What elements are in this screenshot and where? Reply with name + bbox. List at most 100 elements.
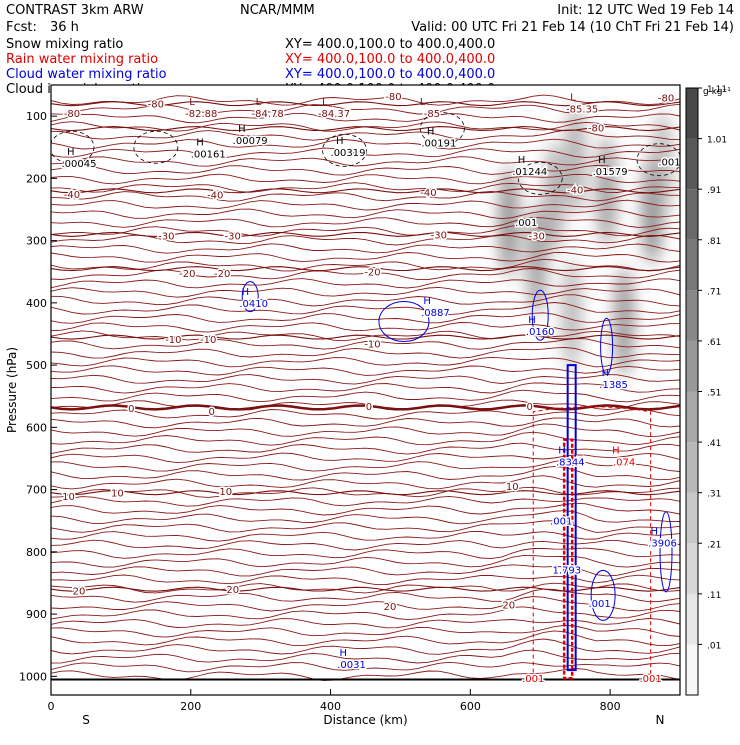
snow-contour [517,161,563,195]
colorbar-tick-label: .11 [707,591,721,601]
y-tick-label: 800 [26,546,47,559]
x-tick-label: 800 [600,700,621,713]
contour-label: -40 [420,188,436,199]
contour-label: -20 [364,268,380,279]
contour-label: 10 [111,489,124,500]
shaded-field [498,104,673,377]
extremum-value: -84.37 [318,109,350,120]
colorbar-segment [686,442,698,493]
contour-label: -30 [431,230,447,241]
contour-label: 20 [384,602,397,613]
legend-xy: XY= 400.0,100.0 to 400.0,400.0 [285,52,495,67]
contour-label: -30 [529,232,545,243]
y-tick-label: 600 [26,421,47,434]
extremum-mark: H [612,446,620,457]
contour-label: -10 [165,335,181,346]
extremum-mark: L [420,97,426,108]
cloud-water-contour [531,289,549,341]
isotherm-line [51,224,680,237]
x-tick-label: 200 [180,700,201,713]
extremum-mark: H [598,155,606,166]
snow-contour [51,130,95,164]
isotherm-line [51,330,680,342]
contour-label: 0 [366,402,372,413]
extremum-value: .001 [658,158,680,169]
extremum-value: -85 [424,109,440,120]
contour-label: 0 [527,402,533,413]
isotherm-line [51,138,680,150]
colorbar-segment [686,391,698,443]
isotherm-line [51,278,680,289]
extremum-mark: L [322,97,328,108]
extremum-mark: H [238,124,246,135]
legend-label: Rain water mixing ratio [6,52,158,67]
legend-label: Cloud water mixing ratio [6,67,167,82]
colorbar-segment [686,239,698,291]
y-tick-label: 900 [26,608,47,621]
extremum-value: .00079 [233,136,268,147]
colorbar-tick-label: .61 [707,338,721,348]
isotherm-line [51,322,680,333]
extremum-value: -84.78 [252,109,284,120]
axes: 0 200 400 600 800100200300400500600700800900… [5,110,664,727]
cloud-water-contour [659,511,673,593]
extremum-value: .01579 [593,167,628,178]
rain-contour [532,406,652,680]
colorbar-tick-label: 1.01 [707,136,727,146]
isotherm-line [51,216,680,228]
extremum-value: .00191 [421,138,456,149]
isotherm-line [51,208,680,220]
contour-label: -20 [179,269,195,280]
colorbar-tick-label: .01 [707,641,721,651]
colorbar-segment [686,138,698,190]
colorbar-tick-label: .21 [707,540,721,550]
contour-label: -80 [148,100,164,111]
cloud-water-contour [590,569,616,621]
isotherm-line [51,173,680,185]
colorbar-tick-label: .41 [707,439,721,449]
header-org: NCAR/MMM [240,3,315,18]
contour-label: 20 [73,586,86,597]
colorbar-tick-label: .81 [707,237,721,247]
colorbar-segment [686,593,698,645]
ice-core [565,104,586,215]
plot-frame [50,84,681,696]
plot-inner: -80 -80 -80 -80 -80 -40 -40 -40 -40 -30 -30 -30 -30 -… [51,91,680,687]
colorbar-segment [686,340,698,392]
colorbar: .01 .11 .21 .31 .41 .51 .61 .71 .81 .91 1.01 1.11g … [685,85,731,696]
extremum-mark: H [558,446,566,457]
x-tick-label: 0 [48,700,55,713]
isotherm-line [51,346,680,359]
temperature-contour [51,188,680,194]
isotherm-line [51,234,680,246]
x-tick-label: 600 [460,700,481,713]
x-endpoint-right: N [656,713,665,727]
snow-contour [322,133,367,167]
colorbar-frame [685,87,699,696]
isotherm-line [51,147,680,159]
isotherm-line [51,286,680,298]
colorbar-segment [686,644,698,695]
isotherm-line [51,356,680,368]
extremum-value: .0887 [421,308,450,319]
header-model: CONTRAST 3km ARW [6,3,144,18]
extremum-value: .001 [550,517,572,528]
snow-contour [636,143,680,177]
legend-xy: XY= 400.0,100.0 to 400.0,400.0 [285,37,495,52]
legend-xy: XY= 400.0,100.0 to 400.0,400.0 [285,67,495,82]
contour-label: 0 [128,404,134,415]
isotherm-line [51,182,680,193]
contour-label: -30 [158,232,174,243]
cloud-water-contour [241,281,259,313]
extremum-value: .0031 [337,660,366,671]
extremum-value: .074 [613,458,635,469]
extremum-mark: H [427,126,435,137]
contour-label: 20 [502,601,515,612]
snow-contour [419,112,465,145]
contour-label: -30 [225,232,241,243]
snow-contour [133,130,179,164]
extremum-value: .3906 [648,539,677,550]
contour-label: 10 [219,487,232,498]
ice-core [596,135,617,246]
